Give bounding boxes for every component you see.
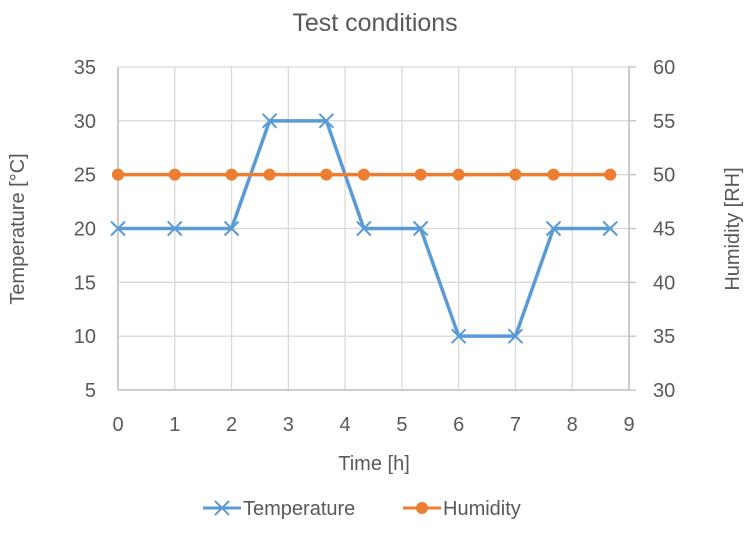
circle-marker-icon [112,168,124,181]
y-tick-label-right: 50 [653,165,675,187]
x-marker-icon [261,113,278,129]
x-tick-label: 3 [283,414,294,436]
x-axis-label: Time [h] [338,453,410,475]
y-tick-label-left: 30 [74,111,96,133]
x-tick-label: 0 [112,414,123,436]
y-tick-label-right: 55 [653,111,675,133]
y-tick-label-right: 35 [653,326,675,348]
y-tick-label-left: 25 [74,165,96,187]
y-tick-label-left: 35 [74,57,96,79]
circle-marker-icon [604,168,617,181]
x-marker-icon [602,220,618,237]
x-tick-label: 2 [226,414,237,436]
y-axis-left-label: Temperature [°C] [7,153,29,304]
x-marker-icon [412,220,429,237]
y-axis-right-label: Humidity [RH] [722,167,744,290]
x-tick-label: 4 [340,414,351,436]
x-marker-icon [356,220,372,237]
series-temperature [110,113,618,344]
y-tick-label-left: 5 [85,380,96,402]
y-axis-right-ticks: 30 35 40 45 50 55 60 [629,57,675,402]
circle-marker-icon [263,168,276,181]
circle-marker-icon [452,168,465,181]
circle-marker-icon [414,168,427,181]
y-tick-label-right: 40 [653,272,675,294]
x-tick-label: 9 [623,414,634,436]
x-marker-icon [223,220,240,237]
plot-series [110,113,618,344]
x-axis-ticks: 0 1 2 3 4 5 6 7 8 9 [112,414,634,436]
x-marker-icon [110,220,126,237]
y-tick-label-right: 45 [653,219,675,241]
chart-title: Test conditions [292,9,457,37]
series-humidity [112,168,617,181]
x-tick-label: 8 [567,414,578,436]
x-marker-icon [167,220,183,237]
circle-marker-icon [509,168,522,181]
x-tick-label: 1 [169,414,180,436]
x-marker-icon [450,328,467,344]
legend: Temperature Humidity [203,498,521,520]
circle-marker-icon [547,168,560,181]
circle-marker-icon [168,168,181,181]
x-tick-label: 6 [453,414,464,436]
legend-item-temperature: Temperature [203,498,355,520]
circle-marker-icon [225,168,238,181]
y-tick-label-left: 10 [74,326,96,348]
y-axis-left-ticks: 5 10 15 20 25 30 35 [74,57,96,402]
legend-item-humidity: Humidity [403,498,521,520]
y-tick-label-left: 20 [74,219,96,241]
y-tick-label-right: 30 [653,380,675,402]
circle-marker-icon [357,168,370,181]
y-tick-label-right: 60 [653,57,675,79]
y-tick-label-left: 15 [74,272,96,294]
x-tick-label: 7 [510,414,521,436]
x-marker-icon [214,500,230,516]
x-marker-icon [507,328,524,344]
legend-label: Temperature [243,498,355,520]
legend-label: Humidity [443,498,521,520]
circle-marker-icon [320,168,333,181]
circle-marker-icon [416,502,428,514]
x-marker-icon [318,113,335,129]
x-marker-icon [545,220,562,237]
x-tick-label: 5 [396,414,407,436]
